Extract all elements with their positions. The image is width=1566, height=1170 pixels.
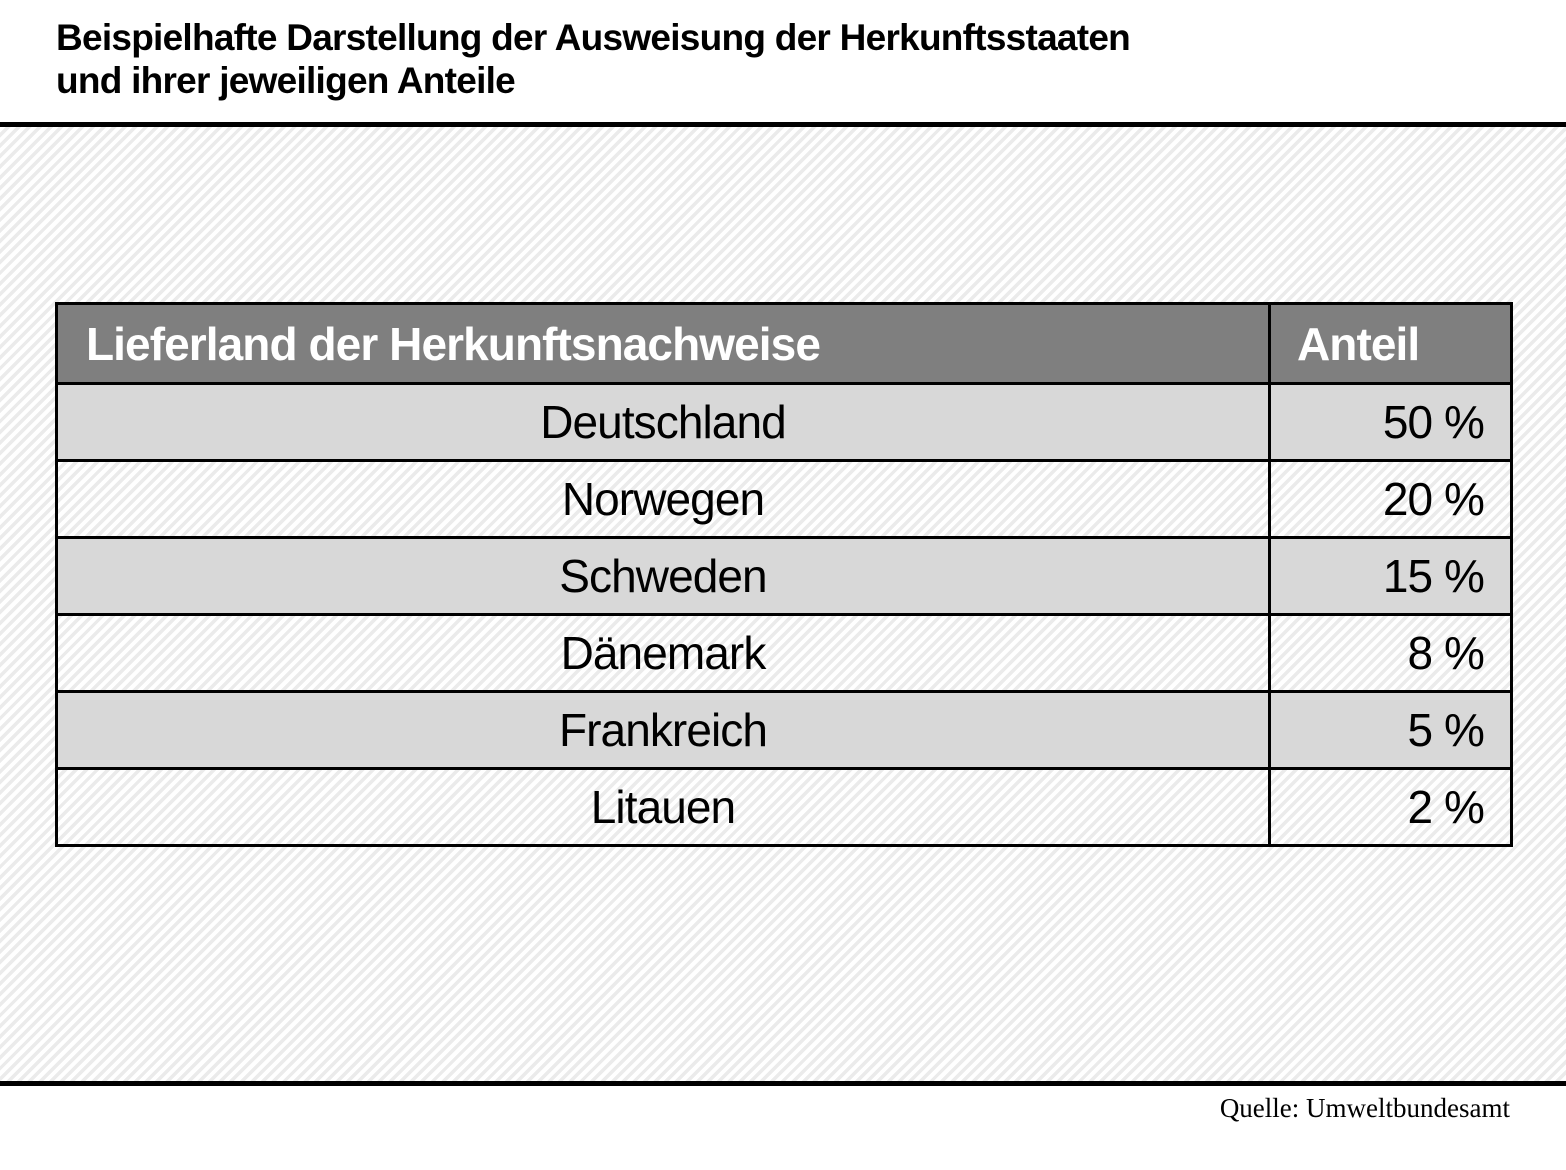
table-header-row: Lieferland der Herkunftsnachweise Anteil [55,302,1513,385]
top-divider [0,122,1566,127]
country-cell: Frankreich [55,690,1271,770]
country-cell: Schweden [55,536,1271,616]
share-cell: 8 % [1268,613,1513,693]
header-country: Lieferland der Herkunftsnachweise [55,302,1271,385]
table-row: Litauen 2 % [55,767,1513,847]
country-cell: Litauen [55,767,1271,847]
origin-shares-table: Lieferland der Herkunftsnachweise Anteil… [55,302,1513,847]
table-row: Schweden 15 % [55,536,1513,616]
share-cell: 2 % [1268,767,1513,847]
content-area: Lieferland der Herkunftsnachweise Anteil… [0,127,1566,1081]
share-cell: 20 % [1268,459,1513,539]
header-share: Anteil [1268,302,1513,385]
share-cell: 50 % [1268,382,1513,462]
country-cell: Dänemark [55,613,1271,693]
table-row: Norwegen 20 % [55,459,1513,539]
country-cell: Deutschland [55,382,1271,462]
table-row: Deutschland 50 % [55,382,1513,462]
table-body: Deutschland 50 % Norwegen 20 % Schweden 15 % D… [55,382,1513,847]
footer-band: Quelle: Umweltbundesamt [0,1086,1566,1170]
share-cell: 15 % [1268,536,1513,616]
table-row: Dänemark 8 % [55,613,1513,693]
bottom-divider [0,1081,1566,1086]
country-cell: Norwegen [55,459,1271,539]
share-cell: 5 % [1268,690,1513,770]
title-line-1: Beispielhafte Darstellung der Ausweisung… [56,17,1131,58]
title-band: Beispielhafte Darstellung der Ausweisung… [0,0,1566,122]
title-line-2: und ihrer jeweiligen Anteile [56,60,516,101]
source-note: Quelle: Umweltbundesamt [1219,1093,1510,1123]
table-row: Frankreich 5 % [55,690,1513,770]
page-title: Beispielhafte Darstellung der Ausweisung… [56,16,1546,102]
